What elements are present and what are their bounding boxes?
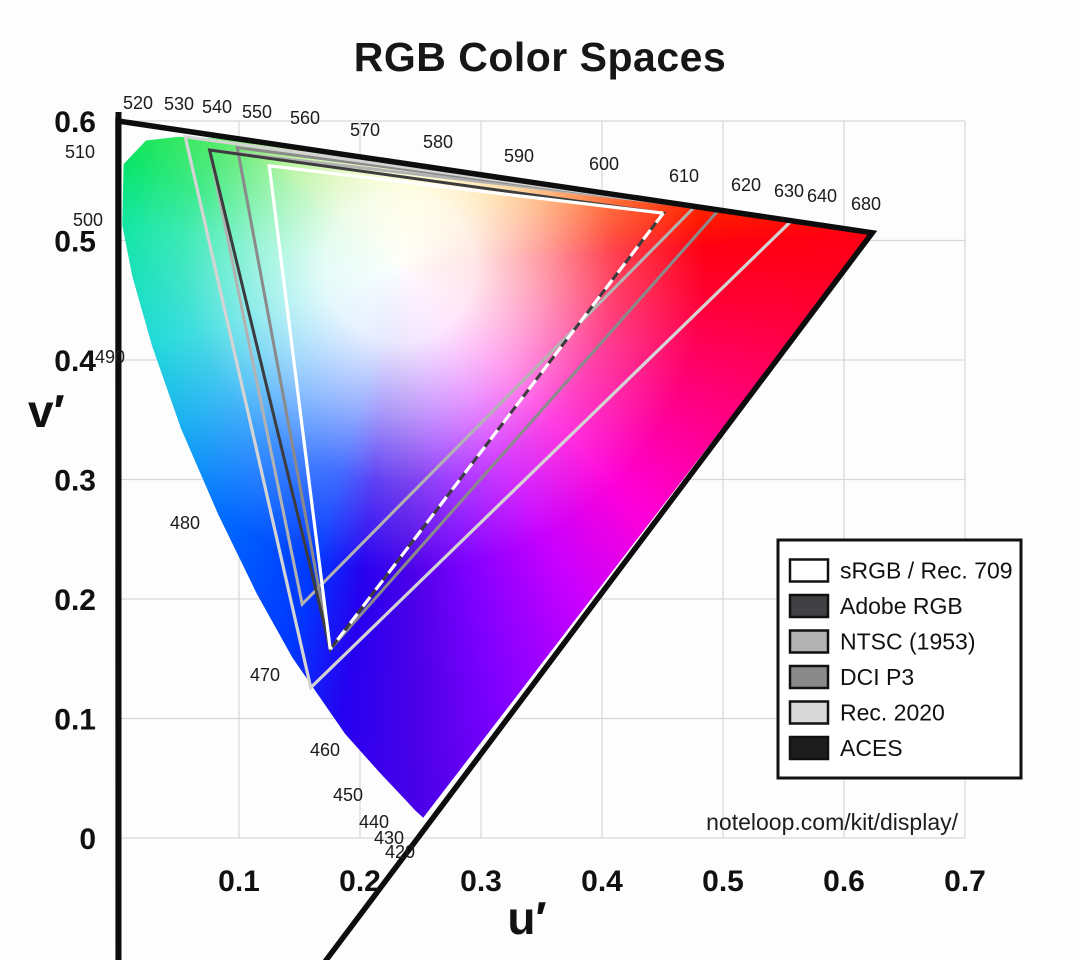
x-tick-label: 0.2 [339, 865, 381, 898]
wavelength-label: 550 [242, 102, 272, 122]
wavelength-label: 630 [774, 181, 804, 201]
x-tick-label: 0.5 [702, 865, 744, 898]
wavelength-label: 570 [350, 120, 380, 140]
wavelength-label: 540 [202, 97, 232, 117]
x-tick-label: 0.3 [460, 865, 502, 898]
wavelength-label: 590 [504, 146, 534, 166]
wavelength-label: 640 [807, 186, 837, 206]
legend-swatch-4 [788, 700, 830, 725]
gamut-triangle-dci-p3 [235, 145, 722, 653]
wavelength-label: 610 [669, 166, 699, 186]
legend-label-4: Rec. 2020 [840, 700, 945, 726]
page-title: RGB Color Spaces [353, 34, 727, 80]
y-tick-label: 0.6 [54, 106, 96, 139]
y-axis-label: v′ [28, 385, 65, 437]
x-tick-label: 0.1 [218, 865, 260, 898]
wavelength-label: 520 [123, 93, 153, 113]
wavelength-label: 430 [374, 828, 404, 848]
x-tick-label: 0.4 [581, 865, 623, 898]
wavelength-label: 420 [385, 842, 415, 862]
legend-swatch-2 [788, 629, 830, 654]
legend-swatch-5 [788, 735, 830, 761]
wavelength-label: 450 [333, 785, 363, 805]
legend-swatch-0 [788, 558, 830, 583]
attribution-link: noteloop.com/kit/display/ [706, 809, 958, 835]
y-tick-label: 0.3 [54, 465, 96, 498]
y-tick-label: 0.1 [54, 704, 96, 737]
x-tick-label: 0.6 [823, 865, 865, 898]
wavelength-label: 470 [250, 665, 280, 685]
wavelength-label: 620 [731, 175, 761, 195]
legend-label-2: NTSC (1953) [840, 629, 975, 655]
wavelength-label: 480 [170, 513, 200, 533]
wavelength-label: 440 [359, 812, 389, 832]
wavelength-label: 680 [851, 194, 881, 214]
y-tick-label: 0.5 [54, 226, 96, 259]
wavelength-label: 490 [95, 347, 125, 367]
gamut-triangle-rec-2020 [183, 134, 795, 691]
wavelength-label: 460 [310, 740, 340, 760]
legend-swatch-1 [788, 593, 830, 619]
legend-label-0: sRGB / Rec. 709 [840, 558, 1013, 584]
y-tick-label: 0 [79, 823, 96, 856]
wavelength-label: 510 [65, 142, 95, 162]
wavelength-label: 560 [290, 108, 320, 128]
wavelength-label: 530 [164, 94, 194, 114]
legend-label-5: ACES [840, 735, 903, 761]
x-tick-label: 0.7 [944, 865, 986, 898]
y-tick-label: 0.4 [54, 345, 96, 378]
gamut-triangle-srgb-rec709-dashed-edge [328, 212, 665, 651]
legend-label-1: Adobe RGB [840, 593, 963, 619]
wavelength-label: 600 [589, 154, 619, 174]
wavelength-label: 580 [423, 132, 453, 152]
x-axis-label: u′ [507, 892, 547, 944]
y-tick-label: 0.2 [54, 584, 96, 617]
legend-label-3: DCI P3 [840, 664, 914, 690]
legend-swatch-3 [788, 664, 830, 690]
gamut-triangle-ntsc-1953 [207, 148, 699, 608]
wavelength-label: 500 [73, 210, 103, 230]
gamut-triangle-srgb-rec709 [267, 163, 664, 650]
